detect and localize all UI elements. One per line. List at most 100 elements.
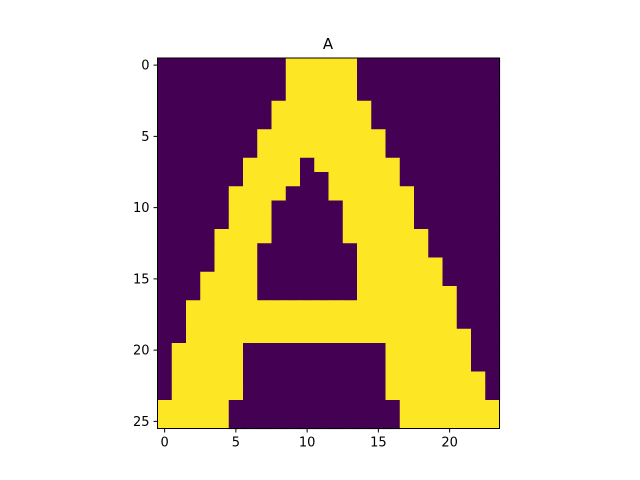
heatmap-cell	[214, 357, 230, 373]
heatmap-cell	[414, 172, 429, 187]
heatmap-cell	[399, 300, 415, 316]
heatmap-cell	[385, 400, 401, 415]
heatmap-cell	[186, 357, 201, 373]
heatmap-cell	[285, 157, 301, 173]
heatmap-cell	[285, 400, 301, 415]
heatmap-cell	[357, 58, 372, 73]
heatmap-cell	[157, 371, 173, 387]
heatmap-cell	[157, 385, 173, 401]
chart-title: A	[323, 35, 334, 53]
heatmap-cell	[357, 214, 372, 230]
heatmap-cell	[214, 200, 230, 216]
heatmap-cell	[357, 343, 372, 358]
heatmap-cell	[271, 385, 287, 401]
heatmap-cell	[385, 100, 401, 116]
heatmap-cell	[271, 371, 287, 387]
heatmap-cell	[428, 385, 444, 401]
heatmap-cell	[186, 229, 201, 244]
heatmap-cell	[414, 229, 429, 244]
heatmap-cell	[285, 357, 301, 373]
heatmap-cell	[271, 400, 287, 415]
heatmap-cell	[257, 400, 273, 415]
heatmap-cell	[399, 371, 415, 387]
heatmap-cell	[228, 243, 244, 259]
heatmap-cell	[414, 286, 429, 301]
heatmap-cell	[342, 186, 358, 202]
x-tick-label: 5	[232, 436, 240, 451]
heatmap-cell	[200, 286, 216, 301]
heatmap-cell	[342, 243, 358, 259]
heatmap-cell	[200, 414, 216, 430]
heatmap-cell	[442, 328, 458, 344]
heatmap-cell	[442, 257, 458, 273]
heatmap-cell	[471, 343, 486, 358]
heatmap-cell	[385, 414, 401, 430]
heatmap-cell	[157, 157, 173, 173]
heatmap-cell	[399, 328, 415, 344]
heatmap-cell	[228, 214, 244, 230]
heatmap-cell	[257, 385, 273, 401]
heatmap-cell	[285, 414, 301, 430]
heatmap-cell	[357, 371, 372, 387]
heatmap-cell	[157, 86, 173, 102]
heatmap-cell	[186, 300, 201, 316]
heatmap-cell	[442, 214, 458, 230]
heatmap-cell	[328, 58, 344, 73]
heatmap-cell	[300, 328, 315, 344]
heatmap-cell	[186, 343, 201, 358]
heatmap-cell	[214, 86, 230, 102]
heatmap-cell	[314, 343, 330, 358]
heatmap-cell	[285, 100, 301, 116]
heatmap-cell	[314, 186, 330, 202]
heatmap-cell	[200, 115, 216, 130]
heatmap-cell	[456, 400, 472, 415]
heatmap-cell	[428, 115, 444, 130]
heatmap-cell	[342, 414, 358, 430]
heatmap-cell	[186, 129, 201, 145]
heatmap-cell	[456, 229, 472, 244]
heatmap-cell	[371, 58, 387, 73]
heatmap-cell	[385, 286, 401, 301]
heatmap-cell	[271, 143, 287, 159]
heatmap-cell	[157, 100, 173, 116]
heatmap-cell	[157, 72, 173, 88]
heatmap-cell	[171, 115, 187, 130]
heatmap-cell	[171, 143, 187, 159]
heatmap-cell	[271, 157, 287, 173]
heatmap-cell	[456, 286, 472, 301]
heatmap-cell	[314, 243, 330, 259]
heatmap-cell	[414, 86, 429, 102]
heatmap-cell	[157, 58, 173, 73]
heatmap-cell	[456, 214, 472, 230]
heatmap-cell	[371, 343, 387, 358]
heatmap-cell	[285, 143, 301, 159]
heatmap-cell	[428, 357, 444, 373]
heatmap-cell	[485, 58, 501, 73]
heatmap-cell	[485, 115, 501, 130]
heatmap-cell	[456, 72, 472, 88]
heatmap-cell	[456, 143, 472, 159]
heatmap-cell	[399, 414, 415, 430]
heatmap-cell	[285, 314, 301, 330]
heatmap-cell	[157, 286, 173, 301]
heatmap-cell	[442, 343, 458, 358]
heatmap-cell	[342, 286, 358, 301]
heatmap-cell	[371, 271, 387, 287]
heatmap-cell	[200, 243, 216, 259]
heatmap-cell	[385, 328, 401, 344]
heatmap-cell	[485, 214, 501, 230]
heatmap-cell	[414, 214, 429, 230]
heatmap-cell	[471, 186, 486, 202]
heatmap-cell	[485, 286, 501, 301]
heatmap-cell	[271, 257, 287, 273]
heatmap-cell	[214, 229, 230, 244]
heatmap-cell	[171, 186, 187, 202]
heatmap-cell	[371, 257, 387, 273]
heatmap-cell	[371, 214, 387, 230]
heatmap-cell	[171, 172, 187, 187]
heatmap-cell	[228, 300, 244, 316]
heatmap-cell	[314, 357, 330, 373]
heatmap-cell	[300, 414, 315, 430]
heatmap-cell	[428, 243, 444, 259]
heatmap-cell	[399, 143, 415, 159]
